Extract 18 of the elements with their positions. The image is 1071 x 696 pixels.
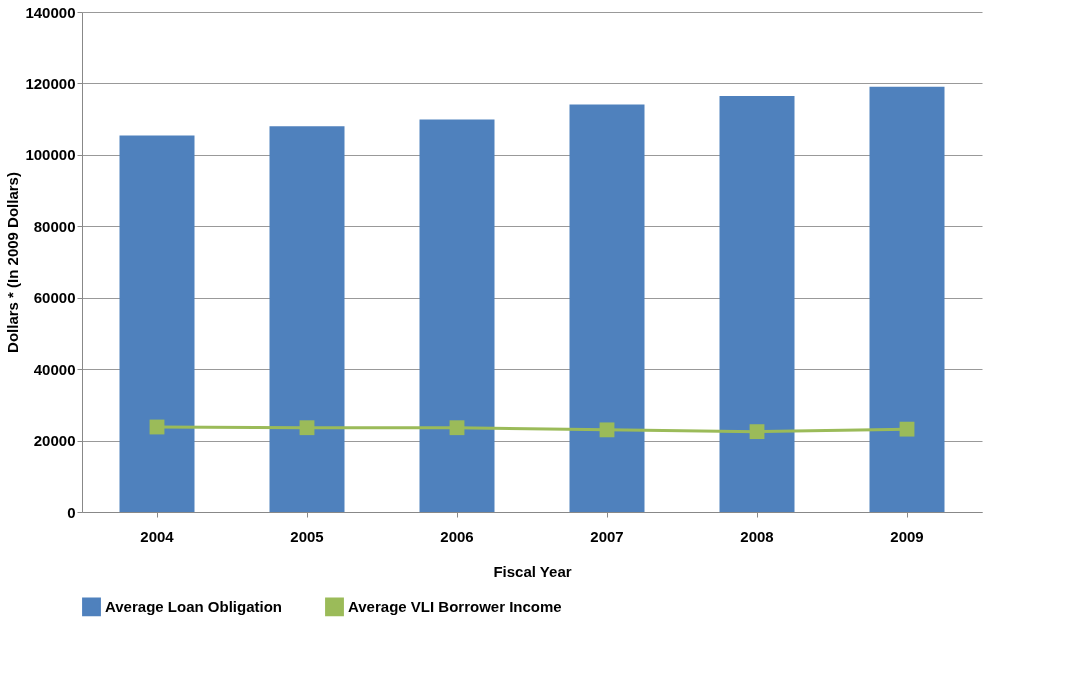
y-tick-label: 0 (67, 503, 76, 521)
y-tick-label: 100000 (25, 146, 76, 164)
x-tick-label: 2005 (290, 527, 324, 545)
x-tick-label: 2009 (890, 527, 924, 545)
legend-label: Average VLI Borrower Income (348, 597, 562, 615)
x-tick-label: 2008 (740, 527, 774, 545)
x-tick-label: 2006 (440, 527, 474, 545)
y-tick-label: 140000 (25, 3, 76, 21)
y-tick-label: 40000 (33, 360, 76, 378)
y-tick-label: 80000 (33, 217, 76, 235)
legend-label: Average Loan Obligation (105, 597, 282, 615)
y-tick-label: 60000 (33, 289, 76, 307)
y-axis-title: Dollars * (In 2009 Dollars) (4, 172, 22, 353)
x-tick-label: 2007 (590, 527, 624, 545)
x-axis-title: Fiscal Year (493, 562, 572, 580)
x-tick-label: 2004 (140, 527, 175, 545)
y-tick-label: 120000 (25, 74, 76, 92)
y-tick-label: 20000 (33, 432, 76, 450)
